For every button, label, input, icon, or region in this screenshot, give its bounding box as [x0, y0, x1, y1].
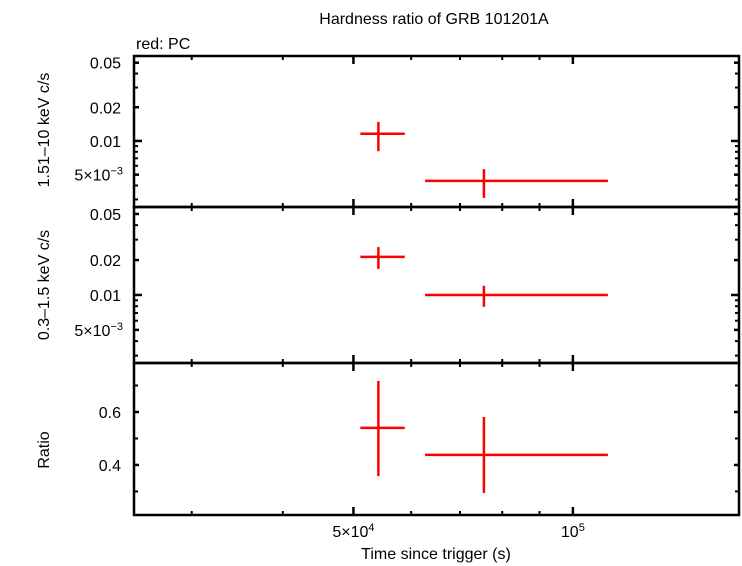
panel-ratio: 0.6 0.4 Ratio: [36, 361, 741, 517]
data-point: [425, 417, 608, 494]
panel-hard-band: 0.05 0.02 0.01 5×10−3 1.51–10 keV c/s: [36, 54, 741, 209]
chart-title: Hardness ratio of GRB 101201A: [319, 11, 549, 28]
y-tick-label: 0.05: [90, 207, 121, 224]
y-tick-label: 5×10−3: [74, 166, 123, 185]
data-point: [425, 169, 608, 198]
plot-panels: 0.050.020.015×10−31.51–10 keV c/s0.050.0…: [36, 54, 741, 517]
y-tick-label: 0.01: [90, 288, 121, 305]
panel-frame: [132, 205, 741, 365]
y-tick-label: 0.4: [99, 458, 121, 475]
y-tick-label: 0.02: [90, 253, 121, 270]
y-tick-label: 5×10−3: [74, 321, 123, 340]
y-tick-label: 0.6: [99, 405, 121, 422]
x-tick-label: 5×104: [332, 522, 374, 541]
x-axis-label: Time since trigger (s): [361, 546, 511, 563]
data-point: [360, 381, 405, 477]
panel-frame: [132, 54, 741, 209]
data-point: [360, 247, 405, 269]
y-axis-label-ratio: Ratio: [36, 431, 53, 468]
x-axis-tick-labels: 5×104 105: [332, 522, 584, 541]
data-point: [425, 285, 608, 307]
y-axis-label-soft-band: 0.3–1.5 keV c/s: [36, 230, 53, 340]
data-point: [360, 121, 405, 152]
y-tick-label: 0.02: [90, 100, 121, 117]
y-axis-label-hard-band: 1.51–10 keV c/s: [36, 73, 53, 188]
panel-frame: [132, 361, 741, 517]
y-tick-label: 0.05: [90, 56, 121, 73]
y-tick-label: 0.01: [90, 134, 121, 151]
legend-note: red: PC: [136, 36, 190, 53]
panel-soft-band: 0.05 0.02 0.01 5×10−3 0.3–1.5 keV c/s: [36, 205, 741, 365]
x-tick-label: 105: [561, 522, 585, 541]
